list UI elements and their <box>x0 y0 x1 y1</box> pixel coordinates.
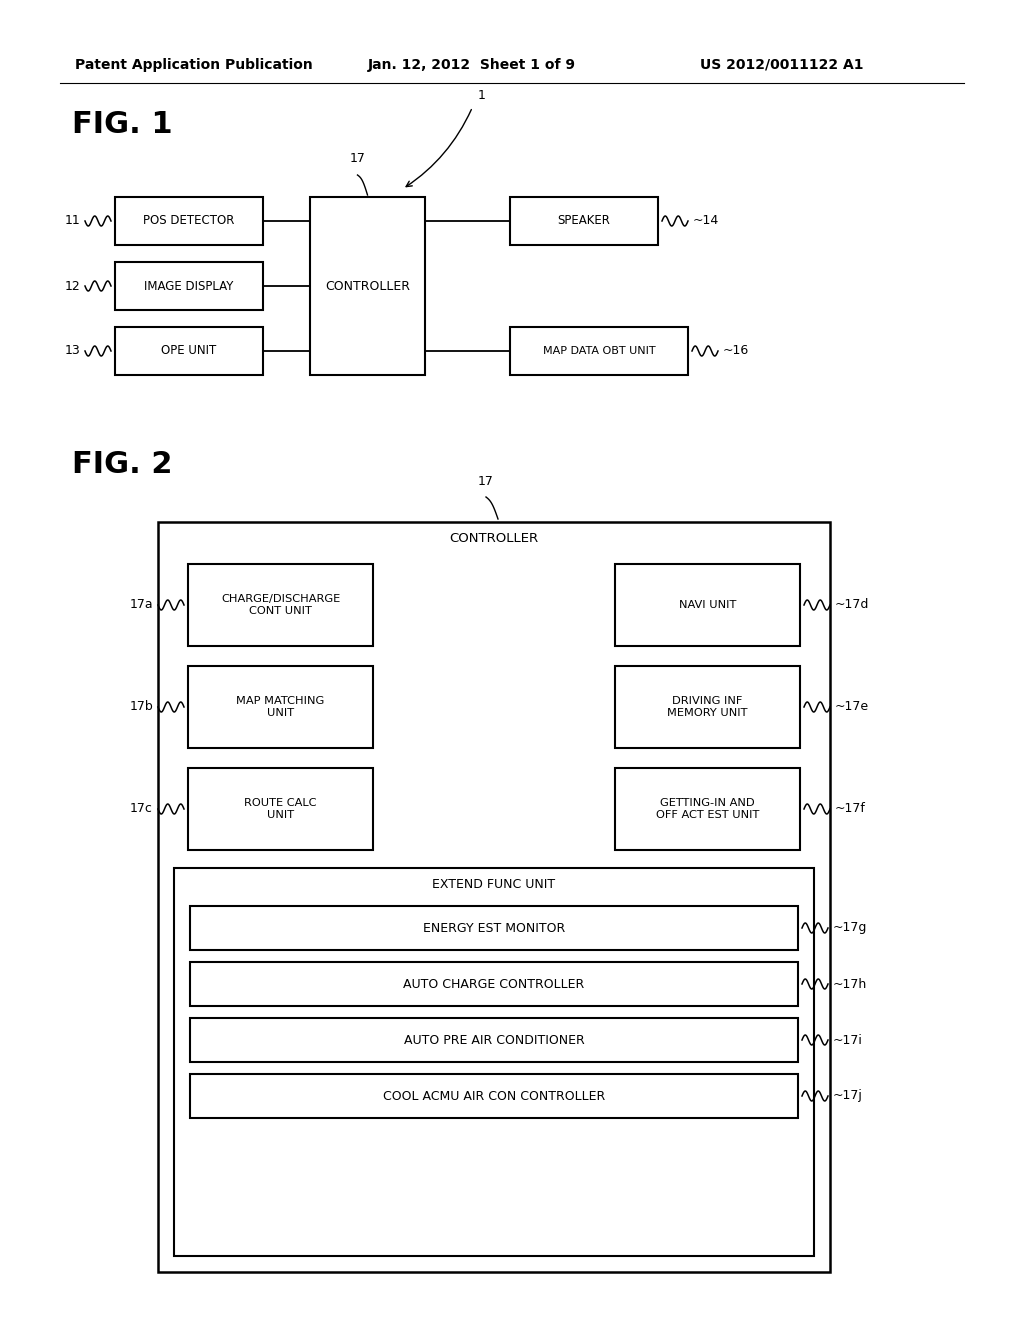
Text: OPE UNIT: OPE UNIT <box>162 345 217 358</box>
Text: 17c: 17c <box>130 803 153 816</box>
Text: GETTING-IN AND
OFF ACT EST UNIT: GETTING-IN AND OFF ACT EST UNIT <box>655 799 759 820</box>
Text: FIG. 2: FIG. 2 <box>72 450 172 479</box>
Text: ROUTE CALC
UNIT: ROUTE CALC UNIT <box>245 799 316 820</box>
Bar <box>115 261 263 310</box>
Text: 13: 13 <box>65 345 80 358</box>
Text: DRIVING INF
MEMORY UNIT: DRIVING INF MEMORY UNIT <box>668 696 748 718</box>
Bar <box>115 197 263 246</box>
Text: ~17f: ~17f <box>835 803 866 816</box>
Text: NAVI UNIT: NAVI UNIT <box>679 601 736 610</box>
Text: FIG. 1: FIG. 1 <box>72 110 173 139</box>
Bar <box>174 869 814 1257</box>
Text: COOL ACMU AIR CON CONTROLLER: COOL ACMU AIR CON CONTROLLER <box>383 1089 605 1102</box>
Bar <box>615 667 800 748</box>
Bar <box>615 564 800 645</box>
Text: EXTEND FUNC UNIT: EXTEND FUNC UNIT <box>432 878 556 891</box>
Text: Jan. 12, 2012  Sheet 1 of 9: Jan. 12, 2012 Sheet 1 of 9 <box>368 58 575 73</box>
Text: ENERGY EST MONITOR: ENERGY EST MONITOR <box>423 921 565 935</box>
Text: MAP MATCHING
UNIT: MAP MATCHING UNIT <box>237 696 325 718</box>
Text: 17: 17 <box>478 475 494 488</box>
Bar <box>188 564 373 645</box>
Bar <box>115 327 263 375</box>
Bar <box>190 1018 798 1063</box>
Text: AUTO PRE AIR CONDITIONER: AUTO PRE AIR CONDITIONER <box>403 1034 585 1047</box>
Text: ~17e: ~17e <box>835 701 869 714</box>
Text: ~17d: ~17d <box>835 598 869 611</box>
Bar <box>190 906 798 950</box>
Bar <box>510 197 658 246</box>
Text: ~14: ~14 <box>693 214 719 227</box>
Text: 11: 11 <box>65 214 80 227</box>
Bar <box>615 768 800 850</box>
Text: AUTO CHARGE CONTROLLER: AUTO CHARGE CONTROLLER <box>403 978 585 990</box>
Text: ~16: ~16 <box>723 345 750 358</box>
Text: ~17i: ~17i <box>833 1034 863 1047</box>
Text: 17b: 17b <box>129 701 153 714</box>
Text: 17: 17 <box>349 152 366 165</box>
Text: ~17j: ~17j <box>833 1089 863 1102</box>
Text: Patent Application Publication: Patent Application Publication <box>75 58 312 73</box>
Bar <box>310 197 425 375</box>
Bar <box>188 667 373 748</box>
Bar <box>188 768 373 850</box>
Text: CONTROLLER: CONTROLLER <box>450 532 539 545</box>
Text: IMAGE DISPLAY: IMAGE DISPLAY <box>144 280 233 293</box>
Text: CONTROLLER: CONTROLLER <box>325 280 410 293</box>
Bar <box>158 521 830 1272</box>
Bar <box>190 962 798 1006</box>
Text: US 2012/0011122 A1: US 2012/0011122 A1 <box>700 58 863 73</box>
Text: ~17g: ~17g <box>833 921 867 935</box>
Text: ~17h: ~17h <box>833 978 867 990</box>
Bar <box>510 327 688 375</box>
Text: 12: 12 <box>65 280 80 293</box>
Text: SPEAKER: SPEAKER <box>557 214 610 227</box>
Text: 17a: 17a <box>129 598 153 611</box>
Text: CHARGE/DISCHARGE
CONT UNIT: CHARGE/DISCHARGE CONT UNIT <box>221 594 340 616</box>
Bar <box>190 1074 798 1118</box>
Text: MAP DATA OBT UNIT: MAP DATA OBT UNIT <box>543 346 655 356</box>
Text: 1: 1 <box>477 88 485 102</box>
Text: POS DETECTOR: POS DETECTOR <box>143 214 234 227</box>
